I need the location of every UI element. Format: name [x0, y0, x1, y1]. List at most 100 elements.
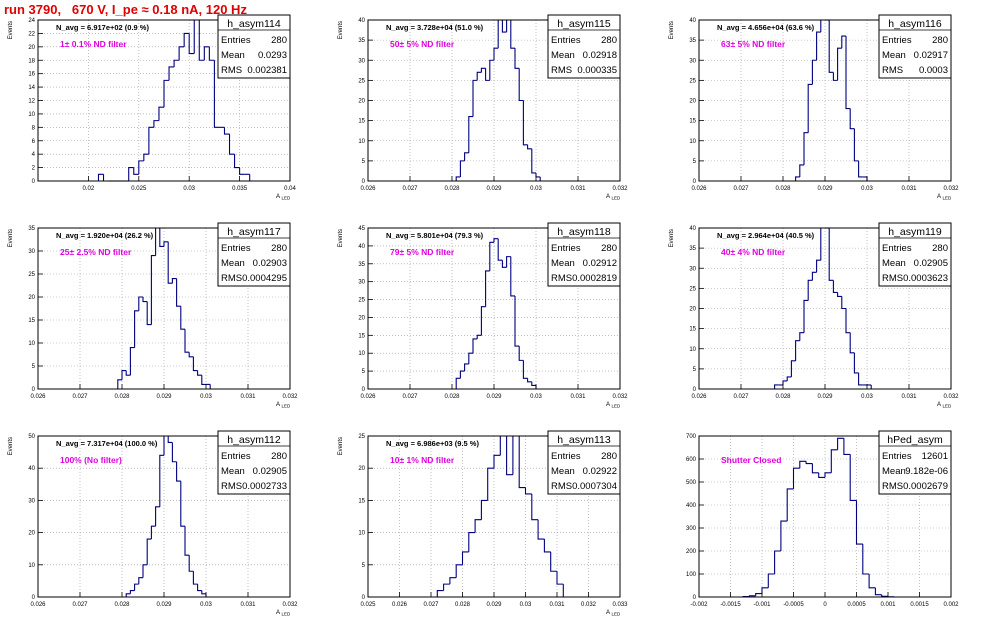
y-tick-label: 35 [28, 226, 35, 232]
y-tick-label: 0 [362, 387, 366, 393]
histogram-bin [134, 310, 139, 348]
filter-note: 10± 1% ND filter [390, 455, 455, 465]
x-tick-label: 0.032 [612, 186, 628, 192]
histogram-bin [117, 379, 122, 389]
histogram-bin [138, 160, 144, 175]
x-tick-label: 0.025 [360, 602, 376, 608]
histogram-bin [468, 352, 473, 364]
y-tick-label: 20 [358, 466, 365, 472]
y-tick-label: 40 [689, 18, 696, 24]
y-tick-label: 20 [689, 99, 696, 105]
y-tick-label: 400 [686, 503, 697, 509]
x-axis-title-subscript: LED [612, 612, 622, 617]
stats-value: 0.002381 [247, 65, 287, 76]
histogram-bin [178, 46, 185, 61]
histogram-bin [168, 66, 175, 81]
x-tick-label: 0.0005 [847, 602, 866, 608]
x-axis-title-subscript: LED [282, 612, 292, 617]
histogram-bin [853, 128, 859, 162]
y-tick-label: 10 [28, 112, 35, 118]
histogram-bin [480, 306, 486, 336]
y-tick-label: 30 [28, 249, 35, 255]
y-tick-label: 15 [358, 498, 365, 504]
histogram-bin [799, 460, 807, 469]
histogram-bin [527, 144, 532, 150]
histogram-bin [153, 120, 159, 128]
histogram-bin [518, 346, 524, 361]
histogram-bin [828, 20, 834, 73]
x-tick-label: 0.026 [30, 602, 46, 608]
y-tick-label: 35 [358, 262, 365, 268]
x-axis-title: A LED [606, 402, 621, 409]
histogram-bin [188, 555, 194, 572]
y-tick-label: 5 [693, 159, 697, 165]
x-tick-label: 0.026 [392, 602, 408, 608]
y-axis-title: Events [8, 229, 14, 247]
histogram-bin [193, 19, 200, 54]
histogram-bin [148, 126, 154, 155]
x-tick-label: 0.029 [156, 602, 172, 608]
y-axis-title: Events [669, 21, 675, 39]
stats-value: 0.0003623 [903, 273, 948, 284]
y-tick-label: 50 [28, 434, 35, 440]
histogram-bin [138, 577, 143, 585]
filter-note: 1± 0.1% ND filter [60, 39, 127, 49]
stats-value: 9.182e-06 [905, 466, 948, 477]
histogram-bin [811, 271, 817, 281]
x-tick-label: 0.031 [240, 602, 256, 608]
stats-box [547, 430, 621, 495]
histogram-bin [150, 255, 156, 325]
histogram-bin [855, 500, 863, 545]
y-tick-label: 40 [358, 18, 365, 24]
histogram-bin [201, 590, 206, 595]
y-tick-label: 10 [28, 563, 35, 569]
x-tick-label: 0.028 [114, 394, 130, 400]
histogram-bin [497, 19, 503, 49]
stats-label: Mean [882, 466, 906, 477]
x-tick-label: 0.032 [943, 394, 959, 400]
x-tick-label: 0.027 [402, 186, 418, 192]
histogram-bin [531, 381, 536, 386]
histogram-bin [213, 60, 220, 128]
y-tick-label: 0 [32, 595, 36, 601]
histogram-bin [125, 593, 131, 597]
histogram-bin [167, 241, 173, 284]
stats-label: RMS [882, 65, 903, 76]
histogram-bin [837, 47, 842, 81]
histogram-bin [837, 437, 844, 450]
histogram-bins [742, 437, 895, 598]
y-tick-label: 20 [28, 295, 35, 301]
x-tick-label: 0.027 [423, 602, 439, 608]
histogram-bin [180, 481, 185, 527]
y-tick-label: 30 [358, 280, 365, 286]
x-tick-label: 0.028 [444, 186, 460, 192]
histogram-bin [198, 20, 205, 61]
histogram-title: h_asym117 [227, 226, 281, 238]
histogram-bins [795, 19, 868, 181]
y-tick-label: 6 [32, 139, 36, 145]
x-tick-label: -0.0015 [720, 602, 741, 608]
y-tick-label: 300 [686, 526, 697, 532]
histogram-panel-2: 0.026 0.027 0.028 0.029 0.03 0.031 0.032 0 5 10 15… [338, 14, 628, 201]
stats-value: 280 [601, 451, 617, 462]
x-tick-label: 0.03 [200, 602, 212, 608]
histogram-title: h_asym119 [888, 226, 942, 238]
stats-value: 0.02912 [583, 258, 617, 269]
stats-label: RMS [882, 481, 903, 492]
x-axis-title-subscript: LED [943, 196, 953, 201]
histogram-bin [163, 79, 170, 108]
histogram-bin [543, 539, 551, 553]
histogram-title: hPed_asym [887, 434, 943, 446]
histogram-bins [455, 238, 537, 389]
histogram-bin [755, 593, 762, 596]
histogram-bin [134, 583, 139, 591]
histogram-bin [146, 538, 152, 565]
histogram-bin [493, 47, 499, 61]
stats-label: RMS [551, 65, 572, 76]
y-axis-title: Events [669, 229, 675, 247]
x-axis-title: A LED [606, 610, 621, 617]
stats-label: RMS [551, 481, 572, 492]
x-axis-title: A LED [606, 194, 621, 201]
histogram-bin [228, 134, 235, 155]
y-tick-label: 15 [689, 327, 696, 333]
